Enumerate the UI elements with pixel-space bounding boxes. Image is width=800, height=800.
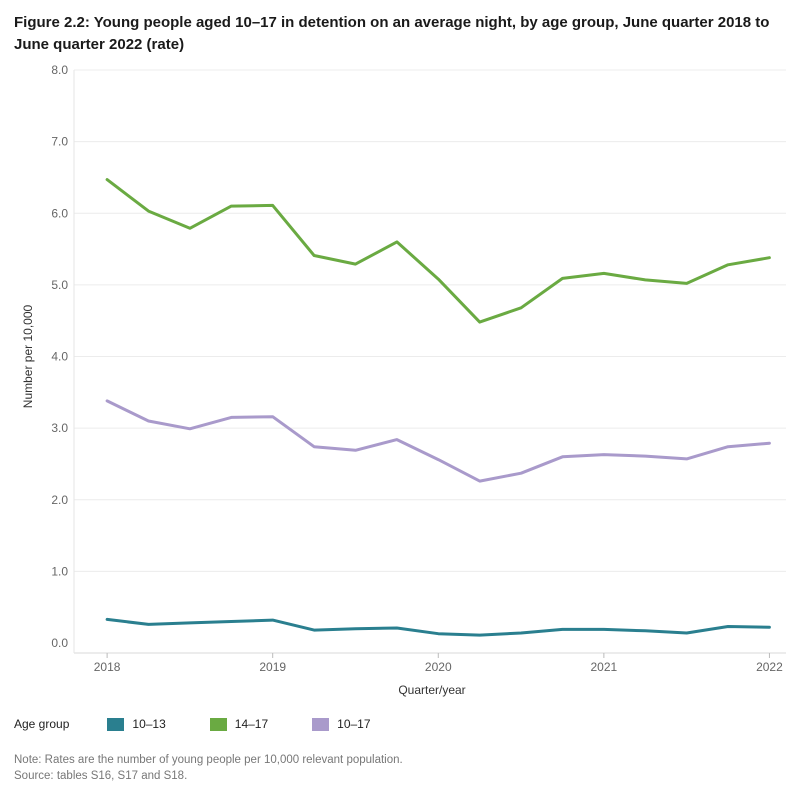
legend-label-10-17: 10–17 xyxy=(337,717,371,731)
chart-notes: Note: Rates are the number of young peop… xyxy=(14,752,403,784)
y-axis-title: Number per 10,000 xyxy=(21,304,35,408)
series-line-14-17 xyxy=(105,178,771,324)
x-tick-label: 2020 xyxy=(425,660,452,674)
series-line-10-13 xyxy=(105,617,771,637)
legend-item-14-17[interactable]: 14–17 xyxy=(209,717,269,731)
y-tick-label: 7.0 xyxy=(51,135,68,149)
y-tick-label: 2.0 xyxy=(51,493,68,507)
y-tick-label: 8.0 xyxy=(51,63,68,77)
legend-swatch-14-17 xyxy=(209,717,227,731)
x-tick-label: 2022 xyxy=(756,660,783,674)
y-tick-label: 3.0 xyxy=(51,421,68,435)
legend-swatch-10-13 xyxy=(107,717,125,731)
legend: Age group 10–13 14–17 10–17 xyxy=(14,714,415,734)
x-tick-label: 2021 xyxy=(591,660,618,674)
legend-label-14-17: 14–17 xyxy=(234,717,269,731)
chart-title: Figure 2.2: Young people aged 10–17 in d… xyxy=(14,14,770,53)
x-axis-title: Quarter/year xyxy=(398,683,465,697)
series-line-10-17 xyxy=(105,399,771,483)
y-tick-label: 5.0 xyxy=(51,278,68,292)
legend-label-10-13: 10–13 xyxy=(132,717,166,731)
x-tick-label: 2019 xyxy=(259,660,286,674)
y-tick-label: 1.0 xyxy=(51,564,68,578)
note-text: Note: Rates are the number of young peop… xyxy=(14,754,403,766)
legend-swatch-10-17 xyxy=(312,717,330,731)
y-tick-label: 4.0 xyxy=(51,350,68,364)
y-tick-label: 6.0 xyxy=(51,206,68,220)
source-text: Source: tables S16, S17 and S18. xyxy=(14,770,188,782)
legend-item-10-13[interactable]: 10–13 xyxy=(107,717,166,731)
legend-item-10-17[interactable]: 10–17 xyxy=(312,717,371,731)
legend-title: Age group xyxy=(14,717,70,731)
x-tick-label: 2018 xyxy=(94,660,121,674)
y-tick-label: 0.0 xyxy=(51,636,68,650)
